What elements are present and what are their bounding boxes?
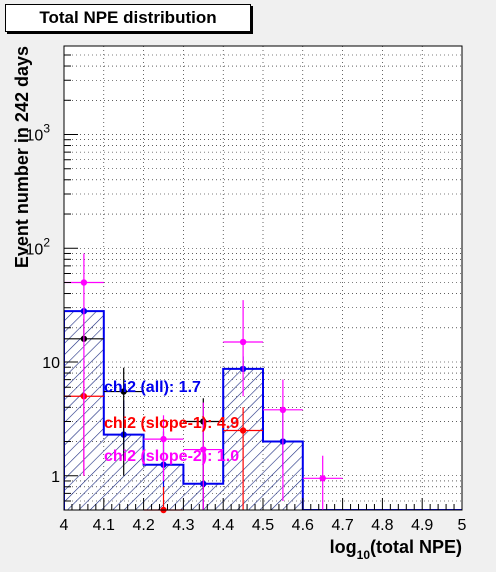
chi2-annotation: chi2 (all): 1.7 <box>104 379 201 396</box>
axes: 4 4.1 4.2 4.3 4.4 4.5 4.6 4.7 4.8 4.9 5 1 10 102 103 <box>26 45 467 534</box>
data-points-layer <box>64 253 343 514</box>
histogram-outline <box>64 310 462 510</box>
x-tick-label: 4 <box>60 517 69 534</box>
chi2-annotation: chi2 (slope-2): 1.0 <box>104 448 239 465</box>
data-point <box>80 279 88 286</box>
data-point <box>239 427 247 434</box>
data-point <box>160 435 167 443</box>
x-tick-label: 4.9 <box>411 517 433 534</box>
data-point <box>239 338 247 346</box>
data-point <box>200 446 207 453</box>
y-tick-label: 102 <box>26 235 51 258</box>
x-tick-label: 4.5 <box>252 517 274 534</box>
y-tick-label: 1 <box>51 469 60 486</box>
x-tick-label: 4.6 <box>292 517 314 534</box>
y-axis-title: Event number in 242 days <box>12 46 32 268</box>
x-tick-label: 4.3 <box>172 517 194 534</box>
x-tick-label: 4.2 <box>132 517 154 534</box>
data-point <box>319 475 326 482</box>
data-point <box>120 388 127 395</box>
x-axis-title: log10(total NPE) <box>330 537 462 562</box>
y-tick-label: 103 <box>26 122 51 145</box>
x-tick-label: 4.4 <box>212 517 234 534</box>
chart-title-text: Total NPE distribution <box>39 8 217 27</box>
x-tick-label: 4.8 <box>371 517 393 534</box>
x-tick-label: 4.1 <box>93 517 115 534</box>
chi2-annotation: chi2 (slope-1): 4.9 <box>104 415 239 432</box>
chart-title: Total NPE distribution <box>5 4 251 32</box>
annotations: chi2 (all): 1.7 chi2 (slope-1): 4.9 chi2 (… <box>104 379 239 465</box>
x-tick-label: 5 <box>458 517 467 534</box>
x-tick-label: 4.7 <box>331 517 353 534</box>
y-tick-label: 10 <box>42 355 60 372</box>
data-point <box>279 406 287 414</box>
